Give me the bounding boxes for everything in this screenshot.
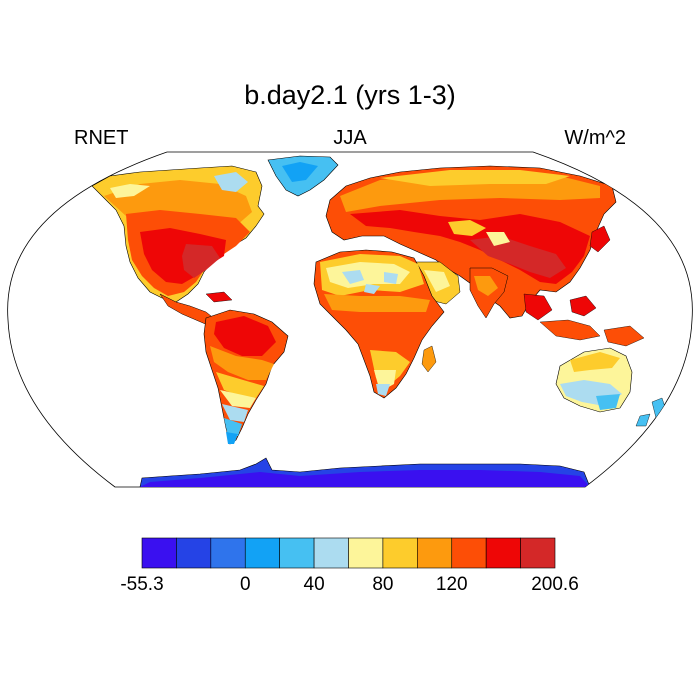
- colorbar-swatch: [141, 537, 177, 569]
- colorbar-label: 0: [239, 574, 251, 595]
- colorbar-label: 200.6: [531, 574, 579, 595]
- units-label: W/m^2: [564, 127, 626, 149]
- colorbar-swatch: [382, 537, 418, 569]
- colorbar-swatch: [176, 537, 212, 569]
- colorbar-swatch: [451, 537, 487, 569]
- colorbar-label: 40: [303, 574, 325, 595]
- season-label: JJA: [333, 127, 367, 149]
- colorbar-swatch: [485, 537, 521, 569]
- colorbar-swatch: [348, 537, 384, 569]
- plot-title: b.day2.1 (yrs 1-3): [244, 80, 456, 110]
- variable-label: RNET: [74, 127, 129, 149]
- colorbar-swatch: [244, 537, 280, 569]
- colorbar-swatch: [210, 537, 246, 569]
- colorbar-label: 80: [372, 574, 394, 595]
- colorbar-label: -55.3: [120, 574, 164, 595]
- colorbar-swatch: [417, 537, 453, 569]
- colorbar-label: 120: [435, 574, 468, 595]
- colorbar-swatch: [520, 537, 556, 569]
- colorbar-swatch: [279, 537, 315, 569]
- colorbar: [141, 537, 556, 569]
- colorbar-swatch: [313, 537, 349, 569]
